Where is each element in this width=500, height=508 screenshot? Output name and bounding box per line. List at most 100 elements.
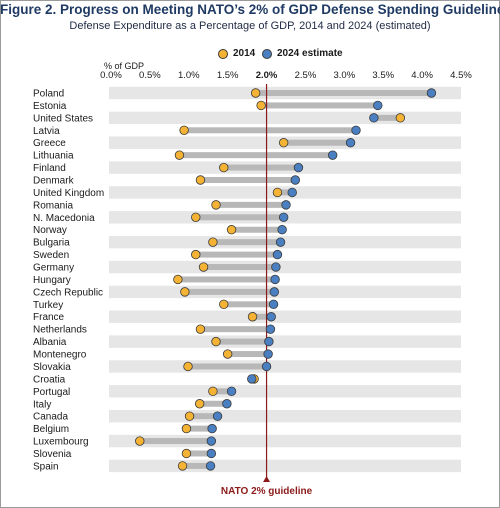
point-2024-belgium — [207, 423, 217, 434]
connector-bar-spain — [182, 462, 211, 469]
row-band — [109, 335, 461, 348]
point-2014-luxembourg — [135, 436, 145, 446]
country-label-slovakia: Slovakia — [33, 362, 71, 373]
country-label-lithuania: Lithuania — [33, 151, 74, 162]
connector-bars — [139, 90, 432, 469]
point-2024-greece — [345, 138, 356, 148]
legend-label-2024: 2024 estimate — [277, 48, 343, 59]
country-label-turkey: Turkey — [33, 300, 63, 311]
point-2014-greece — [278, 138, 289, 148]
country-label-italy: Italy — [33, 399, 51, 410]
country-label-germany: Germany — [33, 263, 74, 274]
connector-bar-canada — [189, 413, 218, 420]
point-2014-finland — [219, 162, 229, 173]
chart-legend: 2014 2024 estimate — [0, 48, 500, 64]
point-2014-sweden — [191, 249, 201, 260]
country-label-luxembourg: Luxembourg — [33, 437, 89, 448]
figure-subtitle: Defense Expenditure as a Percentage of G… — [69, 20, 431, 32]
country-label-belgium: Belgium — [33, 424, 69, 435]
connector-bar-netherlands — [200, 326, 271, 333]
connector-bar-luxembourg — [139, 438, 212, 445]
point-2014-united-kingdom — [272, 187, 283, 198]
point-2014-netherlands — [195, 324, 206, 334]
legend-marker-2014 — [218, 48, 228, 59]
point-2014-norway — [226, 225, 237, 235]
point-2024-finland — [293, 162, 304, 173]
x-tick-label: 2.5% — [295, 70, 317, 81]
point-2014-albania — [211, 336, 221, 347]
x-tick-label: 1.0% — [178, 70, 200, 81]
connector-bar-poland — [255, 90, 432, 96]
connector-bar-romania — [216, 201, 286, 208]
point-2024-netherlands — [265, 324, 276, 334]
country-label-finland: Finland — [33, 163, 66, 174]
point-2024-estonia — [373, 100, 383, 111]
point-2014-bulgaria — [208, 237, 218, 247]
point-2024-albania — [264, 336, 274, 347]
x-tick-label: 0.0% — [100, 70, 122, 81]
connector-bar-slovakia — [188, 363, 267, 370]
legend-marker-2024 — [262, 48, 272, 59]
row-band — [109, 459, 461, 473]
point-2014-czech-republic — [180, 287, 190, 297]
country-label-denmark: Denmark — [33, 176, 75, 187]
legend-label-2014: 2014 — [233, 48, 256, 59]
point-2024-france — [266, 312, 276, 322]
country-label-united-kingdom: United Kingdom — [33, 188, 104, 199]
point-2014-france — [247, 312, 258, 322]
connector-bar-portugal — [212, 388, 232, 395]
point-2014-estonia — [256, 100, 266, 111]
country-label-bulgaria: Bulgaria — [33, 238, 70, 249]
x-axis-title: % of GDP — [104, 61, 145, 71]
point-2014-italy — [194, 399, 205, 409]
point-2024-slovakia — [261, 361, 272, 372]
country-label-sweden: Sweden — [33, 250, 69, 261]
connector-bar-turkey — [223, 301, 274, 308]
point-2024-turkey — [268, 299, 279, 310]
series-2014-points — [135, 88, 406, 471]
connector-bar-n-macedonia — [195, 214, 284, 221]
point-2024-latvia — [351, 125, 361, 135]
country-label-croatia: Croatia — [33, 374, 66, 385]
point-2014-slovakia — [183, 361, 193, 372]
point-2014-turkey — [219, 299, 229, 310]
connector-bar-norway — [231, 226, 283, 233]
point-2024-sweden — [272, 249, 283, 260]
connector-bar-finland — [223, 164, 299, 171]
connector-bar-greece — [283, 139, 351, 146]
connector-bar-denmark — [200, 177, 296, 184]
country-label-norway: Norway — [33, 225, 67, 236]
point-2024-canada — [212, 411, 223, 421]
x-axis-ticks: 0.0% 0.5% 1.0% 1.5% 2.0% 2.5% 3.0% 3.5% 4.0% 4.5% — [100, 70, 472, 81]
country-label-greece: Greece — [33, 138, 66, 149]
country-label-estonia: Estonia — [33, 101, 67, 112]
point-2024-united-kingdom — [287, 187, 297, 198]
point-2024-luxembourg — [206, 436, 217, 446]
country-label-netherlands: Netherlands — [33, 325, 87, 336]
x-tick-label: 3.0% — [334, 70, 356, 81]
point-2014-portugal — [208, 386, 218, 397]
connector-bar-france — [252, 313, 272, 320]
legend-item-2024: 2024 estimate — [262, 48, 343, 59]
connector-bar-slovenia — [186, 450, 212, 457]
point-2024-lithuania — [327, 150, 338, 160]
row-band — [109, 285, 461, 299]
country-label-n-macedonia: N. Macedonia — [33, 213, 95, 224]
country-label-albania: Albania — [33, 337, 67, 348]
connector-bar-czech-republic — [184, 288, 275, 295]
guideline-group: NATO 2% guideline — [221, 84, 313, 497]
country-label-czech-republic: Czech Republic — [33, 287, 103, 298]
row-bands — [109, 86, 461, 473]
country-label-canada: Canada — [33, 412, 68, 423]
point-2024-germany — [271, 262, 281, 272]
connector-bar-hungary — [177, 276, 276, 283]
point-2024-hungary — [270, 274, 280, 285]
point-2014-n-macedonia — [191, 212, 201, 223]
connector-bar-latvia — [184, 127, 356, 134]
connector-bar-germany — [203, 264, 276, 271]
country-label-portugal: Portugal — [33, 387, 70, 398]
x-tick-label: 1.5% — [217, 70, 239, 81]
point-2014-denmark — [195, 175, 206, 185]
x-tick-label: 2.0% — [256, 70, 278, 81]
